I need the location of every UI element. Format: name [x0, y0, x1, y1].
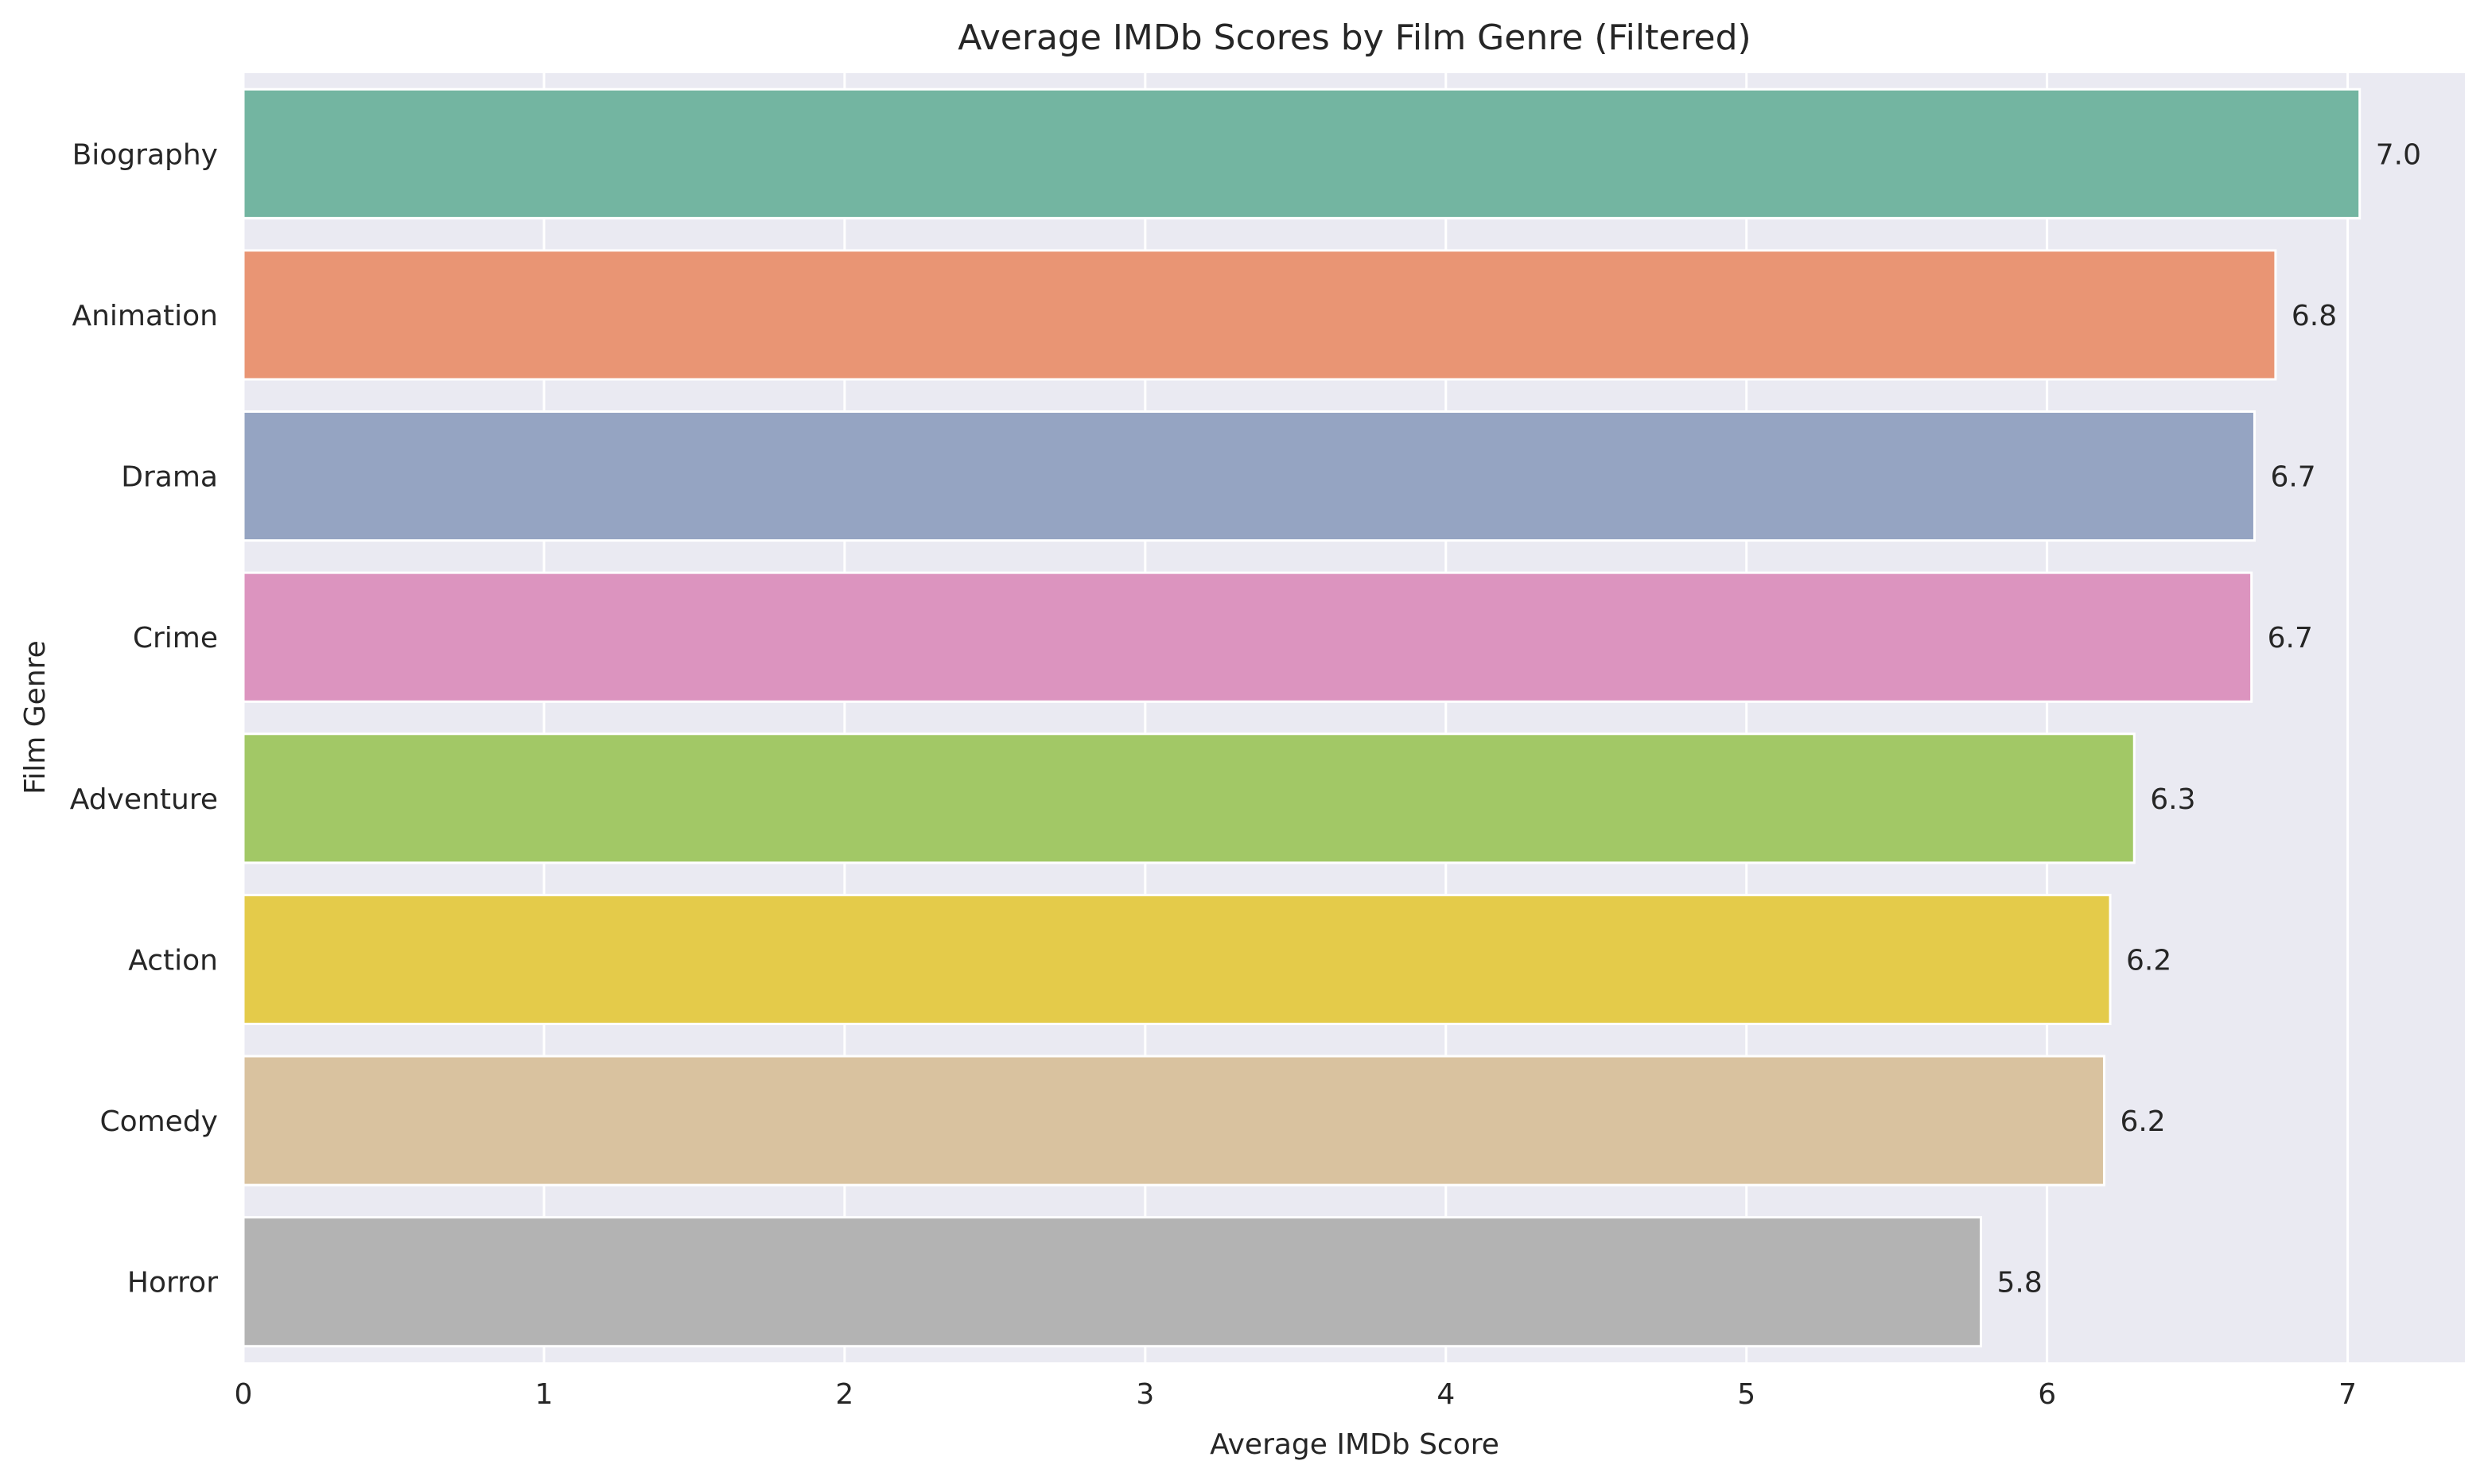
x-tick-label: 3	[1136, 1378, 1154, 1411]
value-label-comedy: 6.2	[2120, 1105, 2165, 1138]
y-axis-label: Film Genre	[19, 640, 52, 794]
bar-horror	[242, 1216, 1983, 1348]
value-label-drama: 6.7	[2270, 461, 2315, 494]
x-tick-labels: 0 1 2 3 4 5 6 7	[235, 1378, 2358, 1411]
y-tick-label: Animation	[72, 300, 218, 332]
x-axis-label: Average IMDb Score	[1210, 1428, 1499, 1461]
value-label-biography: 7.0	[2376, 138, 2421, 171]
x-tick-label: 5	[1737, 1378, 1755, 1411]
y-tick-label: Action	[128, 944, 218, 977]
x-tick-label: 2	[835, 1378, 853, 1411]
value-label-animation: 6.8	[2292, 300, 2337, 332]
x-tick-label: 0	[235, 1378, 253, 1411]
bar-adventure	[242, 732, 2136, 864]
bar-biography	[242, 87, 2362, 219]
value-labels: 7.0 6.8 6.7 6.7 6.3 6.2 6.2 5.8	[1997, 138, 2421, 1299]
x-tick-label: 7	[2338, 1378, 2357, 1411]
bar-action	[242, 893, 2112, 1025]
bar-drama	[242, 410, 2256, 542]
x-tick-label: 4	[1436, 1378, 1455, 1411]
y-tick-label: Adventure	[70, 783, 218, 816]
bar-crime	[242, 571, 2253, 703]
x-tick-label: 1	[535, 1378, 553, 1411]
y-tick-label: Horror	[127, 1267, 218, 1299]
value-label-adventure: 6.3	[2150, 783, 2195, 816]
value-label-crime: 6.7	[2268, 622, 2313, 655]
y-tick-label: Comedy	[99, 1105, 218, 1138]
bar-comedy	[242, 1055, 2105, 1187]
chart-title: Average IMDb Scores by Film Genre (Filte…	[958, 17, 1751, 58]
y-tick-label: Crime	[133, 622, 218, 655]
bar-animation	[242, 249, 2277, 381]
y-tick-label: Drama	[121, 461, 218, 494]
bars	[242, 87, 2362, 1348]
x-tick-label: 6	[2038, 1378, 2056, 1411]
value-label-horror: 5.8	[1997, 1267, 2043, 1299]
y-tick-label: Biography	[72, 138, 218, 171]
value-label-action: 6.2	[2126, 944, 2171, 977]
y-tick-labels: Biography Animation Drama Crime Adventure Act…	[70, 138, 218, 1299]
